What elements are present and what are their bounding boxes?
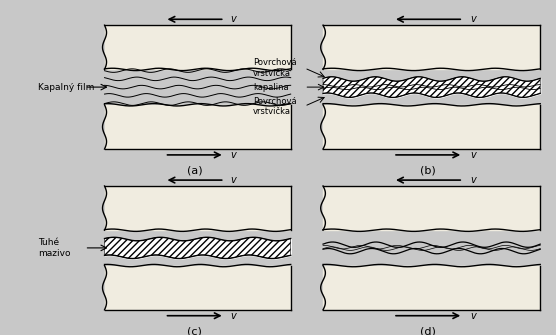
- Text: v: v: [231, 14, 236, 24]
- Text: v: v: [470, 311, 476, 321]
- Text: v: v: [470, 14, 476, 24]
- Text: v: v: [231, 150, 236, 160]
- Text: Tuhé
mazivo: Tuhé mazivo: [38, 238, 71, 258]
- Text: v: v: [231, 311, 236, 321]
- Text: (c): (c): [187, 326, 202, 335]
- Text: v: v: [470, 175, 476, 185]
- Text: kapalina: kapalina: [253, 83, 289, 91]
- Text: Kapalný film: Kapalný film: [38, 83, 95, 91]
- Text: Povrchová
vrstvička: Povrchová vrstvička: [253, 96, 296, 116]
- Text: v: v: [470, 150, 476, 160]
- Text: (b): (b): [420, 165, 436, 175]
- Text: Povrchová
vrstvička: Povrchová vrstvička: [253, 58, 296, 78]
- Text: v: v: [231, 175, 236, 185]
- Text: (a): (a): [187, 165, 202, 175]
- Text: (d): (d): [420, 326, 436, 335]
